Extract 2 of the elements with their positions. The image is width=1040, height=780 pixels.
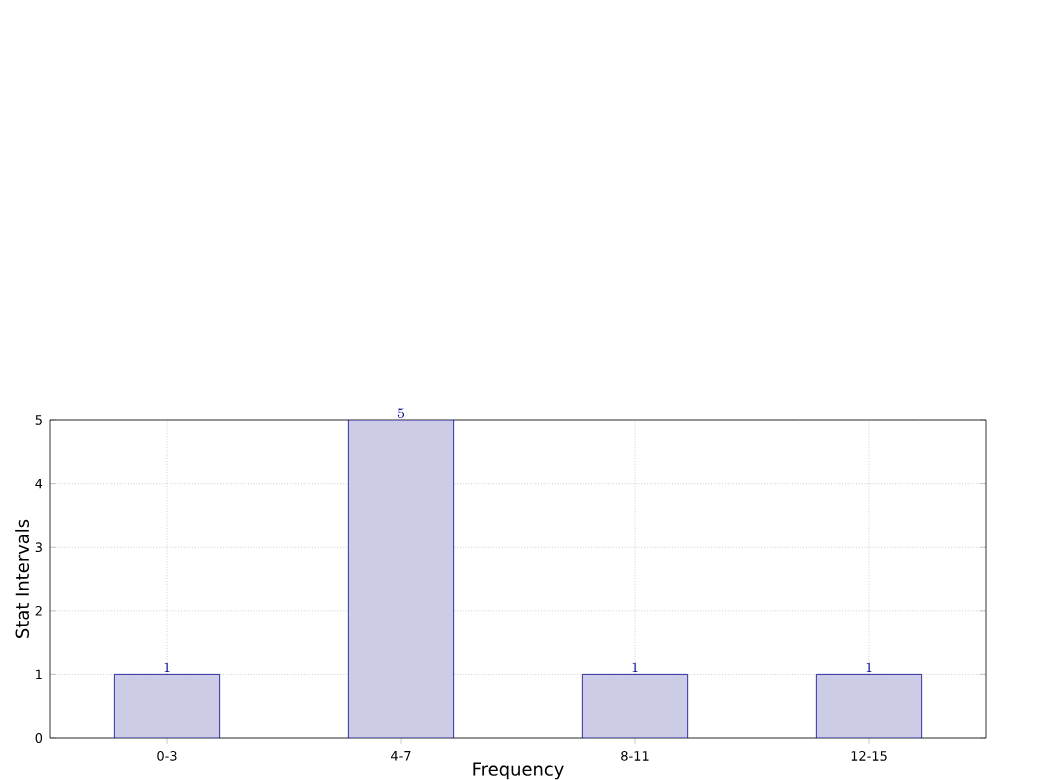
x-axis-title: Frequency [473,762,564,780]
y-axis-title: Stat Intervals [15,519,30,638]
